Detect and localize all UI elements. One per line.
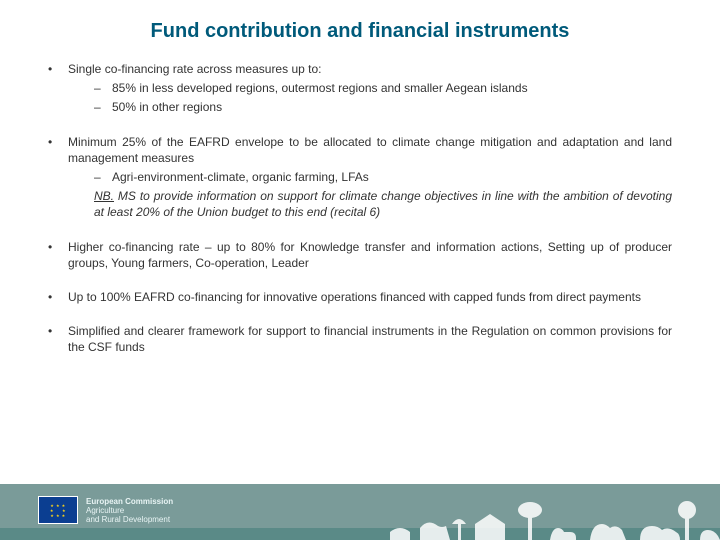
rural-silhouette-icon xyxy=(380,484,720,540)
sub-text: 85% in less developed regions, outermost… xyxy=(112,80,672,96)
sub-marker: – xyxy=(94,80,112,96)
content-area: • Single co-financing rate across measur… xyxy=(0,51,720,355)
eu-flag-icon: ★ ★ ★★ ★★ ★ ★ xyxy=(38,496,78,524)
bullet-text: Up to 100% EAFRD co-financing for innova… xyxy=(68,290,641,304)
bullet-item: • Single co-financing rate across measur… xyxy=(48,61,672,116)
eu-stars: ★ ★ ★★ ★★ ★ ★ xyxy=(50,503,66,518)
bullet-body: Single co-financing rate across measures… xyxy=(68,61,672,116)
bullet-item: • Minimum 25% of the EAFRD envelope to b… xyxy=(48,134,672,221)
sub-item: – Agri-environment-climate, organic farm… xyxy=(94,169,672,185)
bullet-text: Minimum 25% of the EAFRD envelope to be … xyxy=(68,135,672,165)
bullet-marker: • xyxy=(48,239,68,271)
sub-text: Agri-environment-climate, organic farmin… xyxy=(112,169,672,185)
bullet-text: Higher co-financing rate – up to 80% for… xyxy=(68,240,672,270)
bullet-body: Simplified and clearer framework for sup… xyxy=(68,323,672,355)
bullet-text: Single co-financing rate across measures… xyxy=(68,62,321,76)
sub-marker: – xyxy=(94,99,112,115)
bullet-item: • Higher co-financing rate – up to 80% f… xyxy=(48,239,672,271)
bullet-marker: • xyxy=(48,61,68,116)
slide: Fund contribution and financial instrume… xyxy=(0,0,720,540)
org-line1: European Commission xyxy=(86,497,173,506)
sub-marker: – xyxy=(94,169,112,185)
bullet-marker: • xyxy=(48,289,68,305)
bullet-item: • Up to 100% EAFRD co-financing for inno… xyxy=(48,289,672,305)
sub-item: – 50% in other regions xyxy=(94,99,672,115)
bullet-body: Up to 100% EAFRD co-financing for innova… xyxy=(68,289,672,305)
nb-note: NB. MS to provide information on support… xyxy=(94,188,672,220)
bullet-text: Simplified and clearer framework for sup… xyxy=(68,324,672,354)
sub-text: 50% in other regions xyxy=(112,99,672,115)
nb-label: NB. xyxy=(94,189,114,203)
footer-org-text: European Commission Agriculture and Rura… xyxy=(86,497,173,524)
footer: ★ ★ ★★ ★★ ★ ★ European Commission Agricu… xyxy=(0,484,720,540)
bullet-body: Minimum 25% of the EAFRD envelope to be … xyxy=(68,134,672,221)
sub-item: – 85% in less developed regions, outermo… xyxy=(94,80,672,96)
bullet-body: Higher co-financing rate – up to 80% for… xyxy=(68,239,672,271)
slide-title: Fund contribution and financial instrume… xyxy=(0,0,720,51)
nb-text: MS to provide information on support for… xyxy=(94,189,672,219)
bullet-item: • Simplified and clearer framework for s… xyxy=(48,323,672,355)
bullet-marker: • xyxy=(48,323,68,355)
org-line2: Agriculture xyxy=(86,506,173,515)
bullet-marker: • xyxy=(48,134,68,221)
org-line3: and Rural Development xyxy=(86,515,173,524)
